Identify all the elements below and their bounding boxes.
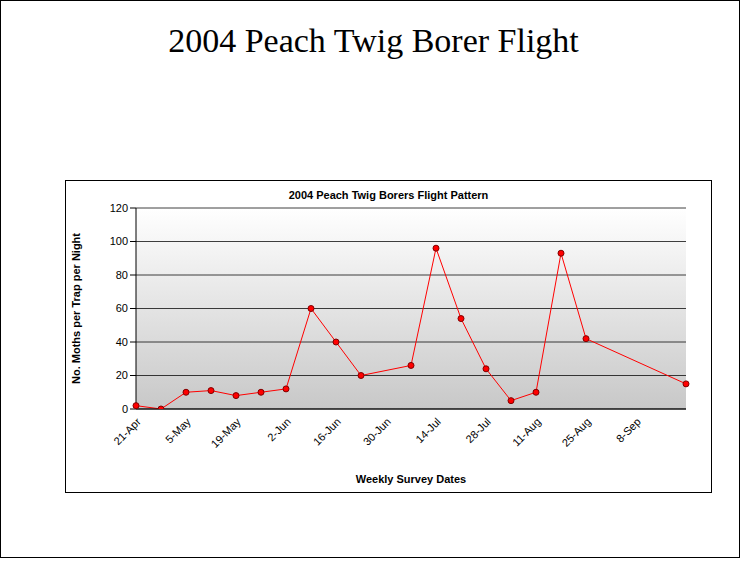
svg-text:5-May: 5-May <box>163 415 193 445</box>
svg-text:16-Jun: 16-Jun <box>311 415 343 447</box>
svg-text:14-Jul: 14-Jul <box>413 415 443 445</box>
svg-text:100: 100 <box>110 235 128 247</box>
svg-text:0: 0 <box>122 403 128 415</box>
svg-text:11-Aug: 11-Aug <box>510 415 543 448</box>
svg-text:8-Sep: 8-Sep <box>614 415 643 444</box>
svg-text:21-Apr: 21-Apr <box>111 415 143 447</box>
svg-text:Weekly Survey Dates: Weekly Survey Dates <box>356 473 466 485</box>
svg-text:40: 40 <box>116 336 128 348</box>
svg-text:120: 120 <box>110 202 128 214</box>
svg-text:30-Jun: 30-Jun <box>361 415 393 447</box>
html-text:2004 Peach Twig Borer Flight: 2004 Peach Twig Borer Flight <box>168 22 579 59</box>
svg-text:60: 60 <box>116 302 128 314</box>
svg-text:20: 20 <box>116 369 128 381</box>
svg-text:2-Jun: 2-Jun <box>265 415 293 443</box>
svg-text:No. Moths per Trap per Night: No. Moths per Trap per Night <box>70 233 82 384</box>
svg-text:19-May: 19-May <box>209 415 244 450</box>
html-text:2004 Peach Twig Borers Flight: 2004 Peach Twig Borers Flight Pattern <box>288 189 489 201</box>
svg-text:80: 80 <box>116 269 128 281</box>
svg-text:25-Aug: 25-Aug <box>559 415 593 449</box>
svg-text:28-Jul: 28-Jul <box>463 415 493 445</box>
